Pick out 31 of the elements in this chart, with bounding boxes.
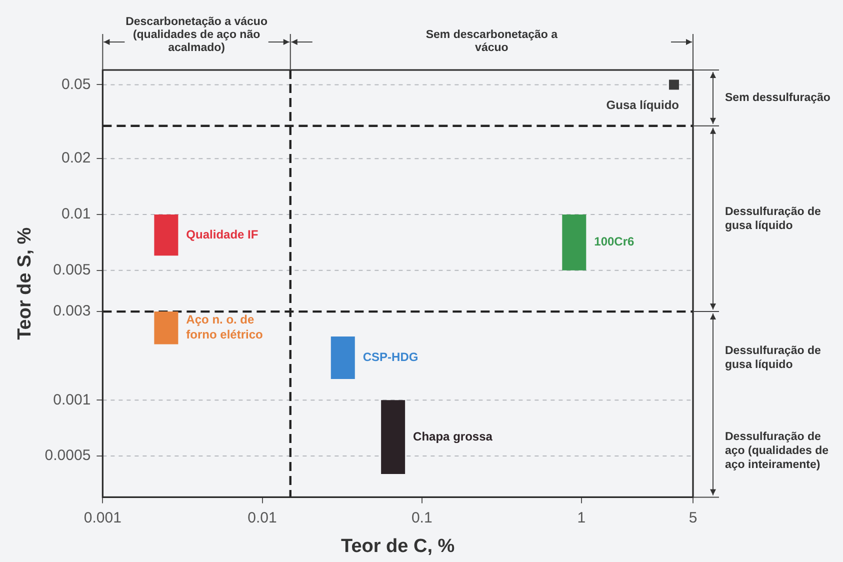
- x-tick-label: 0.1: [411, 509, 432, 526]
- x-tick-label: 0.01: [248, 509, 277, 526]
- text: Descarbonetação a vácuo (qualidades de aço não acalmado): [126, 16, 268, 54]
- y-tick-label: 0.005: [53, 261, 91, 278]
- bar: [330, 336, 355, 379]
- y-tick-label: 0.05: [61, 76, 91, 93]
- bar: [154, 214, 178, 256]
- x-tick-label: 5: [688, 509, 698, 526]
- y-tick-label: 0.02: [61, 150, 91, 167]
- series-label: Gusa líquido: [606, 98, 679, 112]
- text: Dessulfuração de gusa líquido: [725, 345, 821, 372]
- bar: [381, 400, 406, 474]
- bar: [562, 214, 586, 270]
- x-axis-title: Teor de C, %: [341, 536, 455, 557]
- y-tick-label: 0.0005: [44, 447, 91, 464]
- y-tick-label: 0.001: [53, 391, 91, 408]
- text: Dessulfuração de aço (qualidades de aço inteiramente): [725, 430, 829, 471]
- series-label: CSP-HDG: [362, 350, 418, 364]
- text: Sem descarbonetação a vácuo: [426, 29, 558, 54]
- x-tick-label: 1: [577, 509, 586, 526]
- bar: [154, 312, 178, 344]
- series-label: Chapa grossa: [413, 429, 493, 444]
- y-tick-label: 0.01: [61, 206, 91, 223]
- series-label: 100Cr6: [594, 234, 635, 249]
- text: Sem dessulfuração: [725, 92, 830, 104]
- text: Dessulfuração de gusa líquido: [725, 206, 821, 232]
- y-axis-title: Teor de S, %: [14, 227, 36, 340]
- series-label: Qualidade IF: [186, 227, 258, 242]
- series-label: Aço n. o. de forno elétrico: [186, 312, 263, 342]
- x-tick-label: 0.001: [84, 509, 122, 526]
- y-tick-label: 0.003: [53, 302, 91, 320]
